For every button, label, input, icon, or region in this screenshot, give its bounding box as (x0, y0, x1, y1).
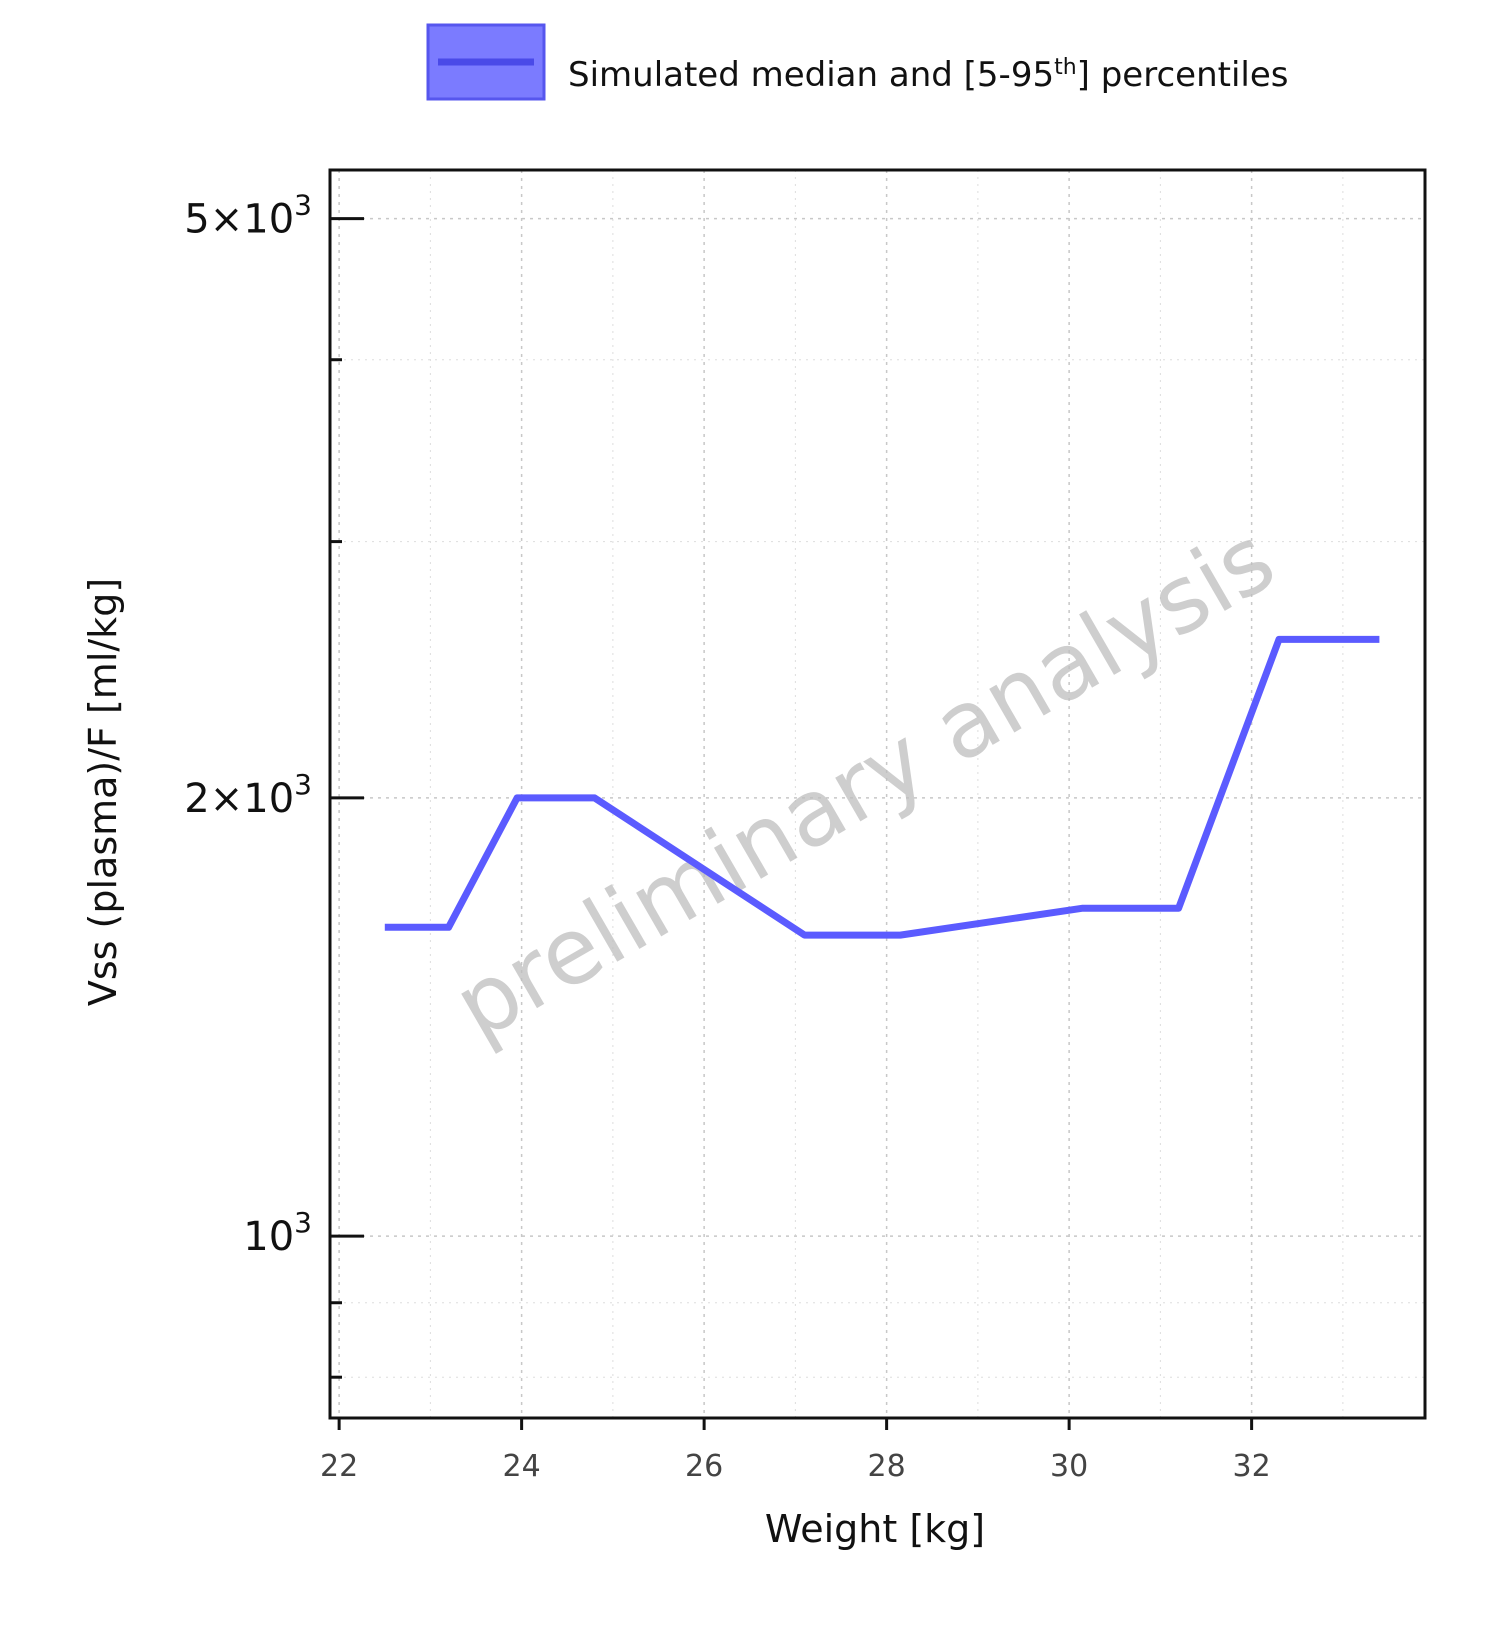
axis-layer (328, 168, 1427, 1420)
x-tick-layer: 22 24 26 28 30 32 (320, 1418, 1271, 1484)
y-tick-label: 2×103 (184, 768, 312, 822)
y-tick-layer: 103 2×103 5×103 (184, 189, 364, 1379)
legend-label: Simulated median and [5-95th] percentile… (568, 55, 1288, 95)
x-tick-label: 30 (1050, 1449, 1088, 1484)
grid-layer (330, 170, 1425, 1418)
y-tick-label: 5×103 (184, 189, 312, 243)
x-tick-label: 26 (685, 1449, 723, 1484)
series-layer (384, 635, 1380, 939)
watermark: preliminary analysis (437, 505, 1292, 1061)
legend: Simulated median and [5-95th] percentile… (426, 23, 1288, 101)
x-tick-label: 24 (503, 1449, 541, 1484)
y-tick-label: 103 (243, 1206, 312, 1260)
x-tick-label: 32 (1233, 1449, 1271, 1484)
x-tick-label: 28 (868, 1449, 906, 1484)
legend-label-suffix: ] percentiles (1077, 55, 1289, 95)
plot-frame (328, 168, 1427, 1420)
x-axis-title: Weight [kg] (765, 1507, 985, 1551)
y-axis-title: Vss (plasma)/F [ml/kg] (81, 578, 125, 1006)
legend-label-prefix: Simulated median and [5-95 (568, 55, 1054, 95)
series-line (384, 635, 1380, 939)
x-tick-label: 22 (320, 1449, 358, 1484)
legend-label-sup: th (1054, 55, 1077, 80)
